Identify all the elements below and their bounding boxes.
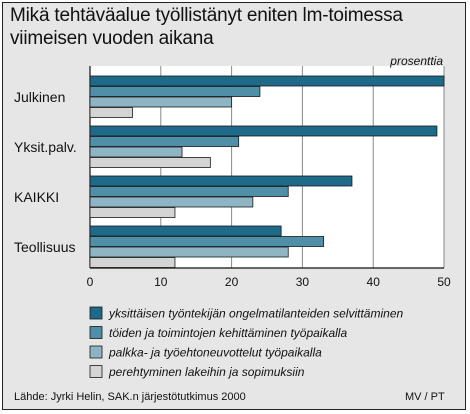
source-note: Lähde: Jyrki Helin, SAK.n järjestötutkim… — [14, 391, 246, 403]
bar-julkinen-series-4 — [89, 107, 133, 118]
bar-yksit-palv--series-2 — [89, 136, 240, 147]
bar-yksit-palv--series-1 — [89, 125, 438, 137]
x-tick-label-30: 30 — [296, 275, 310, 289]
category-label-3: KAIKKI — [14, 189, 59, 205]
x-tick-label-40: 40 — [367, 275, 381, 289]
title-line-1: Mikä tehtäväalue työllistänyt eniten lm-… — [10, 5, 403, 26]
x-tick-label-50: 50 — [437, 275, 451, 289]
legend-label-3: palkka- ja työehtoneuvottelut työpaikall… — [108, 346, 322, 360]
bar-yksit-palv--series-3 — [89, 146, 183, 158]
legend-swatch-1 — [89, 306, 103, 320]
legend-swatch-2 — [89, 326, 103, 339]
bar-yksit-palv--series-4 — [89, 157, 211, 168]
category-label-4: Teollisuus — [14, 239, 75, 255]
legend-label-4: perehtyminen lakeihin ja sopimuksiin — [108, 365, 305, 379]
bar-julkinen-series-2 — [89, 86, 261, 97]
bar-teollisuus-series-4 — [89, 257, 176, 268]
x-tick-label-20: 20 — [225, 275, 239, 289]
bar-kaikki-series-4 — [89, 207, 176, 218]
x-tick-label-10: 10 — [154, 275, 168, 289]
legend-label-2: töiden ja toimintojen kehittäminen työpa… — [109, 326, 347, 340]
x-tick-label-0: 0 — [87, 275, 94, 289]
unit-label: prosenttia — [389, 54, 443, 68]
credit-note: MV / PT — [405, 391, 445, 403]
legend-swatch-3 — [89, 345, 103, 359]
bar-julkinen-series-1 — [89, 75, 445, 87]
legend-swatch-4 — [89, 365, 103, 378]
bar-teollisuus-series-1 — [89, 225, 282, 237]
category-label-2: Yksit.palv. — [14, 139, 77, 155]
bar-kaikki-series-3 — [89, 196, 254, 208]
category-label-1: Julkinen — [14, 89, 65, 105]
chart-title: Mikä tehtäväalue työllistänyt eniten lm-… — [10, 4, 403, 50]
title-line-2: viimeisen vuoden aikana — [10, 28, 214, 49]
bar-julkinen-series-3 — [89, 96, 233, 108]
bar-teollisuus-series-3 — [89, 246, 289, 258]
bar-kaikki-series-1 — [89, 175, 353, 187]
bar-kaikki-series-2 — [89, 186, 289, 197]
legend-label-1: yksittäisen työntekijän ongelmatilanteid… — [108, 307, 403, 321]
bar-teollisuus-series-2 — [89, 236, 325, 247]
